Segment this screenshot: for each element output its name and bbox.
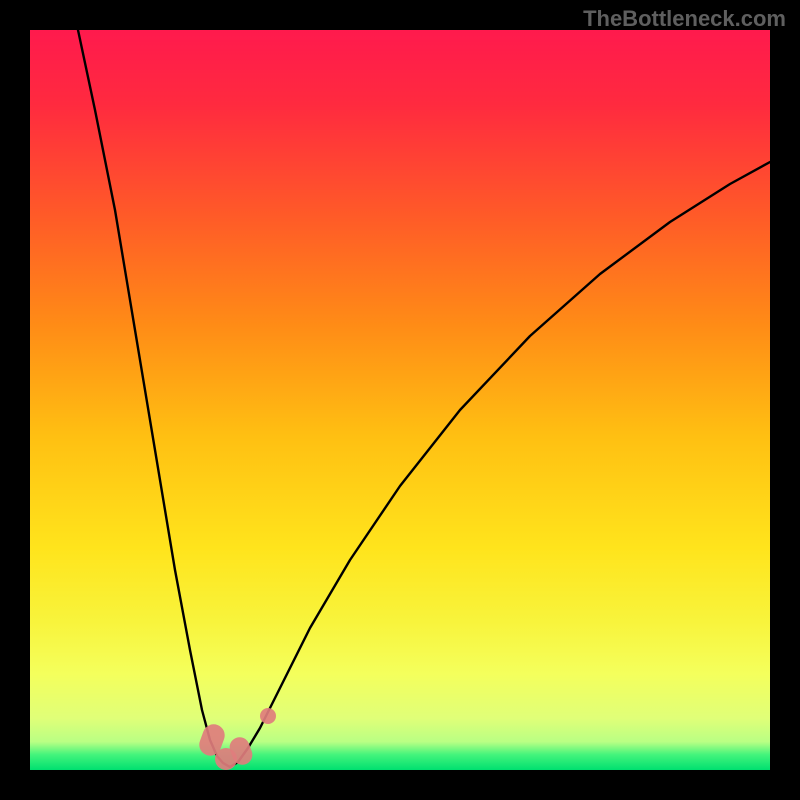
chart-container: TheBottleneck.com xyxy=(0,0,800,800)
curve-left xyxy=(78,30,230,767)
curve-right xyxy=(230,162,770,767)
curves-layer xyxy=(30,30,770,770)
marker-pink-dot xyxy=(260,708,276,724)
attribution-text: TheBottleneck.com xyxy=(583,6,786,32)
plot-area xyxy=(30,30,770,770)
